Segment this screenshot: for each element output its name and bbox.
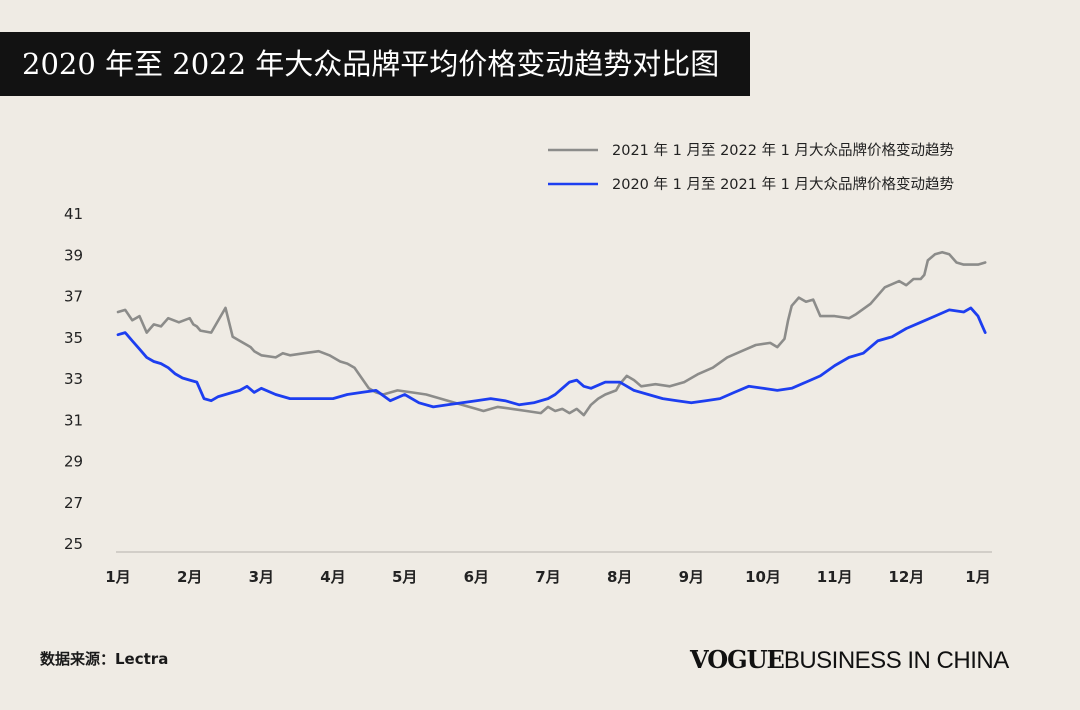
x-axis-ticks: 1月 2月 3月 4月 5月 6月 7月 8月 9月 10月 11月 12月 1月: [105, 568, 990, 586]
series-line-2: [116, 306, 987, 409]
legend-label-2: 2020 年 1 月至 2021 年 1 月大众品牌价格变动趋势: [612, 176, 954, 193]
brand-logo: VOGUEBUSINESS IN CHINA: [690, 645, 1009, 675]
x-tick-label: 3月: [249, 568, 274, 586]
data-source-note: 数据来源：Lectra: [40, 650, 169, 668]
x-tick-label: 5月: [392, 568, 417, 586]
x-tick-label: 7月: [535, 568, 560, 586]
y-tick-label: 31: [64, 411, 83, 429]
chart-title: 2020 年至 2022 年大众品牌平均价格变动趋势对比图: [0, 32, 750, 96]
y-tick-label: 27: [64, 494, 83, 512]
y-tick-label: 39: [64, 246, 83, 264]
legend: 2021 年 1 月至 2022 年 1 月大众品牌价格变动趋势 2020 年 1…: [548, 142, 954, 193]
y-tick-label: 25: [64, 535, 83, 553]
y-axis-ticks: 41 39 37 35 33 31 29 27 25: [64, 205, 83, 553]
y-tick-label: 41: [64, 205, 83, 223]
y-tick-label: 37: [64, 288, 83, 306]
brand-business-text: BUSINESS IN CHINA: [783, 647, 1009, 674]
x-tick-label: 11月: [817, 568, 853, 586]
x-tick-label: 9月: [679, 568, 704, 586]
x-tick-label: 1月: [965, 568, 990, 586]
x-tick-label: 2月: [177, 568, 202, 586]
y-tick-label: 35: [64, 329, 83, 347]
series-layer: [116, 250, 987, 417]
y-tick-label: 33: [64, 370, 83, 388]
x-tick-label: 12月: [888, 568, 924, 586]
x-tick-label: 6月: [464, 568, 489, 586]
series-line-1: [116, 250, 987, 417]
x-tick-label: 10月: [745, 568, 781, 586]
x-tick-label: 8月: [607, 568, 632, 586]
x-tick-label: 1月: [105, 568, 130, 586]
brand-vogue-text: VOGUE: [690, 645, 785, 674]
x-tick-label: 4月: [320, 568, 345, 586]
legend-label-1: 2021 年 1 月至 2022 年 1 月大众品牌价格变动趋势: [612, 142, 954, 159]
y-tick-label: 29: [64, 453, 83, 471]
